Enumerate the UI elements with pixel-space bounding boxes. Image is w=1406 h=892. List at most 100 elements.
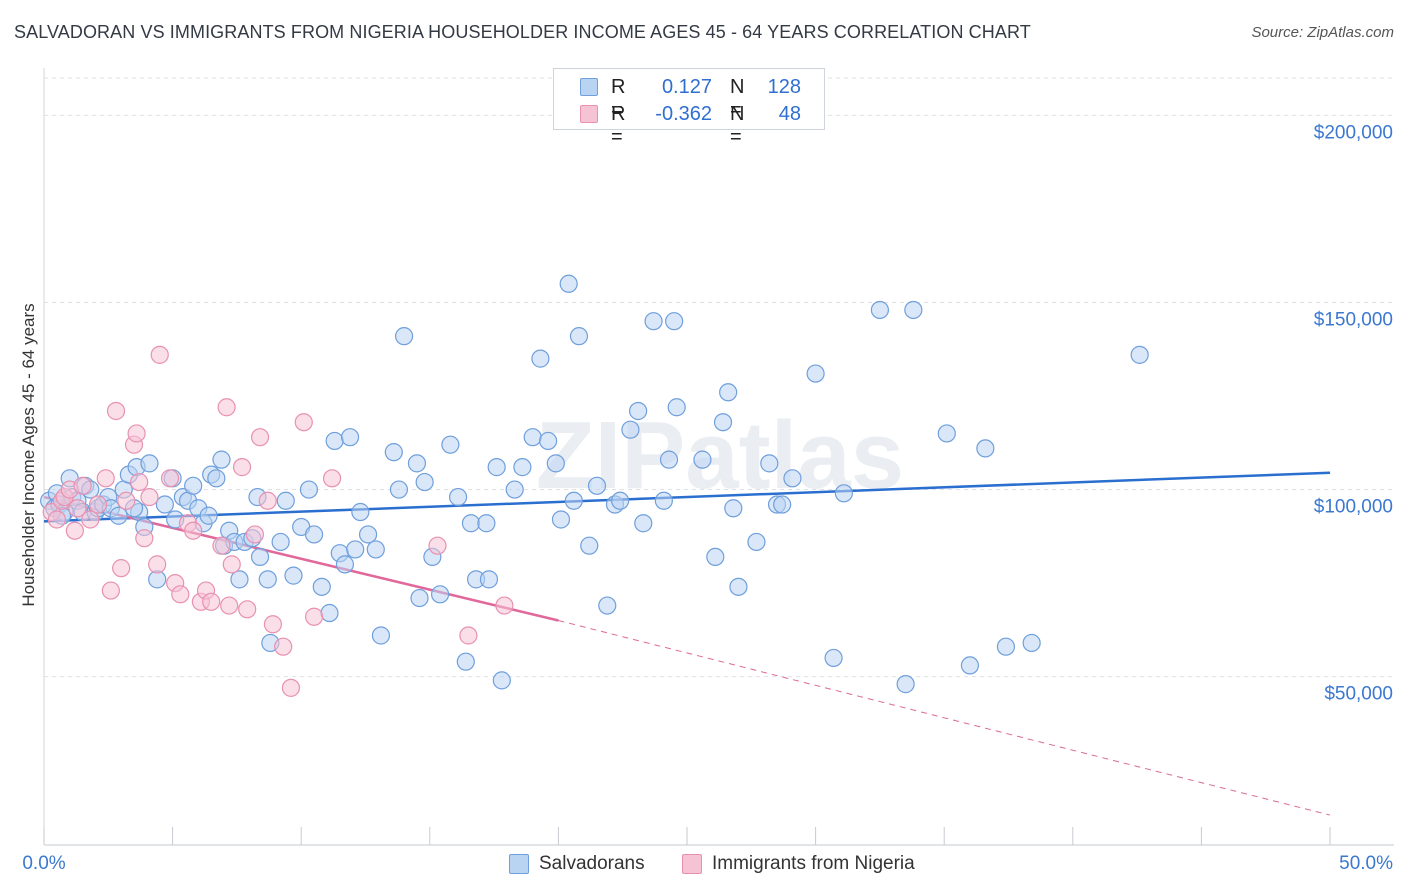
- salvadoran-point: [371, 626, 391, 645]
- salvadoran-point: [824, 648, 843, 668]
- nigeria-point: [148, 555, 167, 574]
- trend-lines: [43, 471, 1331, 816]
- salvadoran-point: [546, 454, 565, 473]
- salvadoran-point: [184, 476, 203, 495]
- salvadoran-point: [580, 536, 599, 555]
- salvadoran-point: [747, 532, 766, 552]
- salvadoran-point: [448, 487, 468, 507]
- salvadoran-point: [109, 506, 128, 525]
- legend-swatch-blue: [509, 854, 529, 874]
- salvadoran-point: [667, 398, 686, 417]
- x-tick-label-min: 0.0%: [22, 853, 65, 874]
- salvadoran-point: [320, 603, 339, 623]
- salvadoran-point: [806, 364, 825, 383]
- nigeria-point: [101, 581, 120, 600]
- salvadoran-point: [325, 431, 344, 451]
- legend-n-value: 48: [778, 103, 801, 125]
- nigeria-point: [130, 472, 149, 492]
- nigeria-point: [220, 596, 239, 615]
- salvadoran-point: [665, 312, 684, 331]
- salvadoran-point: [621, 420, 640, 439]
- legend-n-value: 128: [767, 76, 801, 98]
- salvadoran-point: [366, 540, 385, 559]
- legend-r-label: R =: [611, 76, 626, 121]
- salvadoran-point: [693, 450, 712, 469]
- salvadoran-point: [937, 424, 956, 443]
- nigeria-point: [112, 559, 131, 578]
- nigeria-point: [65, 521, 84, 540]
- nigeria-point: [232, 458, 252, 477]
- nigeria-point: [238, 600, 257, 619]
- legend-n-label: N =: [730, 103, 745, 148]
- salvadoran-point: [207, 469, 226, 488]
- salvadoran-point: [523, 428, 542, 447]
- salvadoran-point: [513, 458, 532, 477]
- salvadoran-point: [611, 491, 630, 510]
- axes: [43, 68, 1394, 846]
- legend-swatch-pink: [580, 105, 598, 123]
- nigeria-point: [106, 401, 126, 421]
- legend-swatch-blue: [580, 78, 598, 96]
- salvadoran-point: [569, 327, 589, 346]
- salvadoran-point: [407, 454, 427, 473]
- salvadoran-point: [312, 577, 331, 596]
- salvadoran-point: [706, 547, 725, 567]
- salvadoran-point: [155, 495, 174, 514]
- nigeria-point: [322, 469, 342, 488]
- salvadoran-point: [760, 454, 779, 473]
- nigeria-point: [222, 555, 241, 574]
- nigeria-point: [281, 678, 301, 697]
- salvadoran-point: [410, 588, 429, 608]
- salvadoran-point: [634, 514, 653, 533]
- nigeria-point: [140, 487, 159, 507]
- salvadoran-point: [976, 439, 995, 458]
- legend-label: Immigrants from Nigeria: [712, 853, 915, 874]
- salvadoran-point: [456, 652, 475, 671]
- legend-n-label: N =: [730, 76, 745, 121]
- salvadoran-point: [531, 349, 550, 368]
- nigeria-trend-extension: [558, 620, 1331, 816]
- salvadoran-point: [276, 491, 295, 510]
- salvadoran-point: [461, 514, 481, 533]
- salvadoran-point: [441, 435, 460, 454]
- salvadoran-point: [729, 577, 748, 596]
- legend-swatch-pink: [682, 854, 702, 874]
- nigeria-point: [495, 596, 514, 615]
- tick-labels: $50,000 $100,000 $150,000 $200,000 0.0% 50.0%: [22, 122, 1393, 874]
- nigeria-point: [73, 476, 92, 495]
- salvadoran-point: [713, 413, 733, 432]
- source-label: Source: ZipAtlas.com: [1251, 24, 1394, 41]
- salvadoran-point: [719, 383, 738, 402]
- salvadoran-point: [212, 450, 231, 469]
- legend-r-value: 0.127: [661, 76, 712, 98]
- salvadoran-point: [773, 495, 792, 514]
- nigeria-point: [217, 398, 236, 417]
- salvadoran-point: [335, 555, 355, 574]
- salvadoran-point: [389, 480, 409, 499]
- salvadoran-point: [644, 312, 663, 331]
- salvadoran-point: [896, 675, 915, 694]
- salvadoran-trend-line: [43, 471, 1331, 523]
- salvadoran-point: [394, 327, 414, 346]
- legend-label: Salvadorans: [539, 853, 645, 874]
- nigeria-point: [184, 521, 203, 540]
- salvadoran-point: [384, 443, 403, 462]
- nigeria-point: [245, 525, 265, 544]
- salvadoran-point: [598, 596, 617, 615]
- salvadoran-point: [659, 450, 679, 469]
- legend-r-value: -0.362: [655, 103, 712, 125]
- salvadoran-point: [284, 566, 303, 585]
- nigeria-point: [202, 592, 221, 611]
- salvadoran-point: [564, 491, 583, 510]
- salvadoran-point: [834, 484, 853, 503]
- nigeria-point: [274, 637, 293, 656]
- nigeria-point: [428, 536, 447, 555]
- salvadoran-point: [960, 656, 980, 675]
- nigeria-point: [263, 615, 283, 634]
- salvadoran-point: [492, 671, 511, 690]
- salvadoran-point: [539, 431, 558, 451]
- salvadoran-point: [1022, 633, 1041, 653]
- salvadoran-point: [358, 525, 378, 544]
- nigeria-point: [258, 491, 277, 510]
